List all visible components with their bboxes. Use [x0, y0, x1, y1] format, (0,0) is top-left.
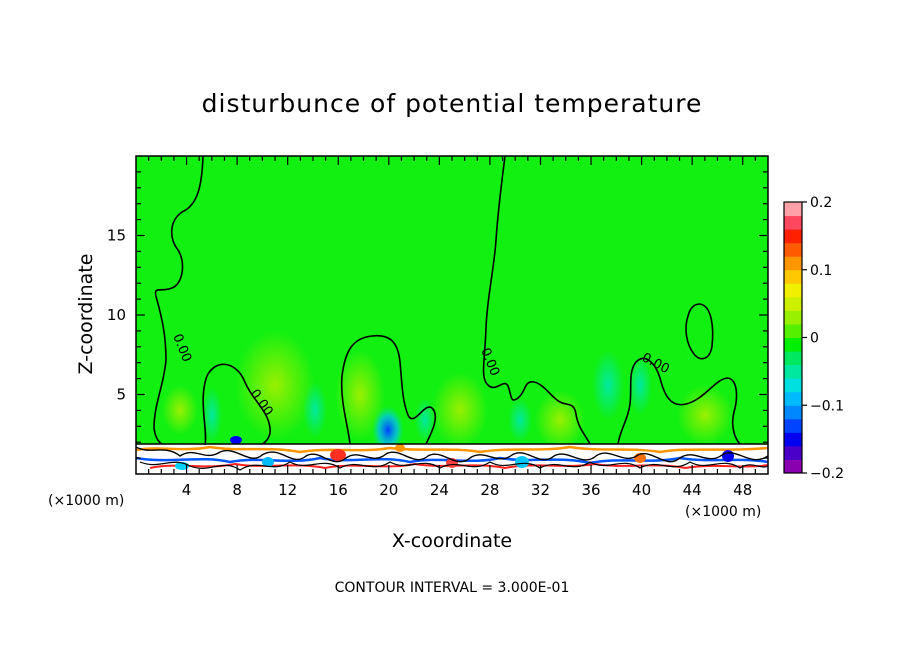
colorbar-tick-label: 0	[810, 331, 819, 347]
colorbar: 0.2 0.1 0 −0.1 −0.2	[783, 195, 844, 482]
x-tick-label: 12	[278, 481, 297, 499]
contour-left-bump	[202, 363, 271, 446]
chart-title: disturbunce of potential temperature	[202, 89, 703, 118]
colorbar-swatch	[784, 323, 802, 338]
colorbar-swatch	[784, 202, 802, 217]
contour-right-hill	[617, 357, 741, 445]
x-tick-label: 20	[379, 481, 398, 499]
colorbar-swatch	[784, 242, 802, 257]
colorbar-swatch	[784, 337, 802, 352]
colorbar-swatch	[784, 296, 802, 311]
colorbar-swatch	[784, 459, 802, 474]
x-tick-label: 8	[232, 481, 242, 499]
zero-contours	[153, 156, 741, 446]
colorbar-swatch	[784, 310, 802, 325]
colorbar-swatch	[784, 269, 802, 284]
colorbar-swatch	[784, 378, 802, 393]
x-tick-label: 4	[182, 481, 192, 499]
contour-center-hill	[340, 334, 437, 445]
colorbar-swatch	[784, 405, 802, 420]
colorbar-swatch	[784, 418, 802, 433]
x-tick-label: 36	[581, 481, 600, 499]
contour-closed-blob	[685, 303, 714, 360]
x-tick-label: 44	[683, 481, 702, 499]
colorbar-swatch	[784, 229, 802, 244]
x-tick-label: 16	[329, 481, 348, 499]
y-axis-label: Z-coordinate	[75, 254, 97, 375]
colorbar-swatch	[784, 432, 802, 447]
field-anomalies	[162, 330, 733, 454]
y-tick-label: 15	[107, 227, 126, 245]
contour-left-column	[153, 156, 204, 445]
x-unit-right: (×1000 m)	[685, 504, 761, 520]
band-orange-streak	[136, 445, 768, 454]
colorbar-swatch	[784, 391, 802, 406]
x-unit-left: (×1000 m)	[48, 493, 124, 509]
colorbar-swatch	[784, 283, 802, 298]
x-tick-label: 28	[480, 481, 499, 499]
colorbar-swatch	[784, 351, 802, 366]
x-tick-label: 32	[531, 481, 550, 499]
colorbar-tick-label: 0.2	[810, 195, 832, 211]
x-axis-label: X-coordinate	[392, 530, 512, 552]
y-tick-label: 5	[116, 386, 126, 404]
y-axis: 5 10 15	[107, 171, 768, 459]
x-axis: 4 8 12 16 20 24 28 32 36 40 44 48	[148, 156, 756, 499]
colorbar-tick-label: −0.2	[810, 466, 844, 482]
x-tick-label: 40	[632, 481, 651, 499]
x-tick-label: 48	[733, 481, 752, 499]
colorbar-swatch	[784, 256, 802, 271]
colorbar-tick-label: −0.1	[810, 398, 844, 414]
contour-interval-note: CONTOUR INTERVAL = 3.000E-01	[335, 580, 570, 596]
colorbar-swatch	[784, 215, 802, 230]
x-tick-label: 24	[430, 481, 449, 499]
colorbar-swatch	[784, 445, 802, 460]
plot-area	[136, 156, 768, 474]
contour-right-column	[482, 156, 591, 445]
colorbar-tick-label: 0.1	[810, 263, 832, 279]
y-tick-label: 10	[107, 306, 126, 324]
colorbar-swatch	[784, 364, 802, 379]
